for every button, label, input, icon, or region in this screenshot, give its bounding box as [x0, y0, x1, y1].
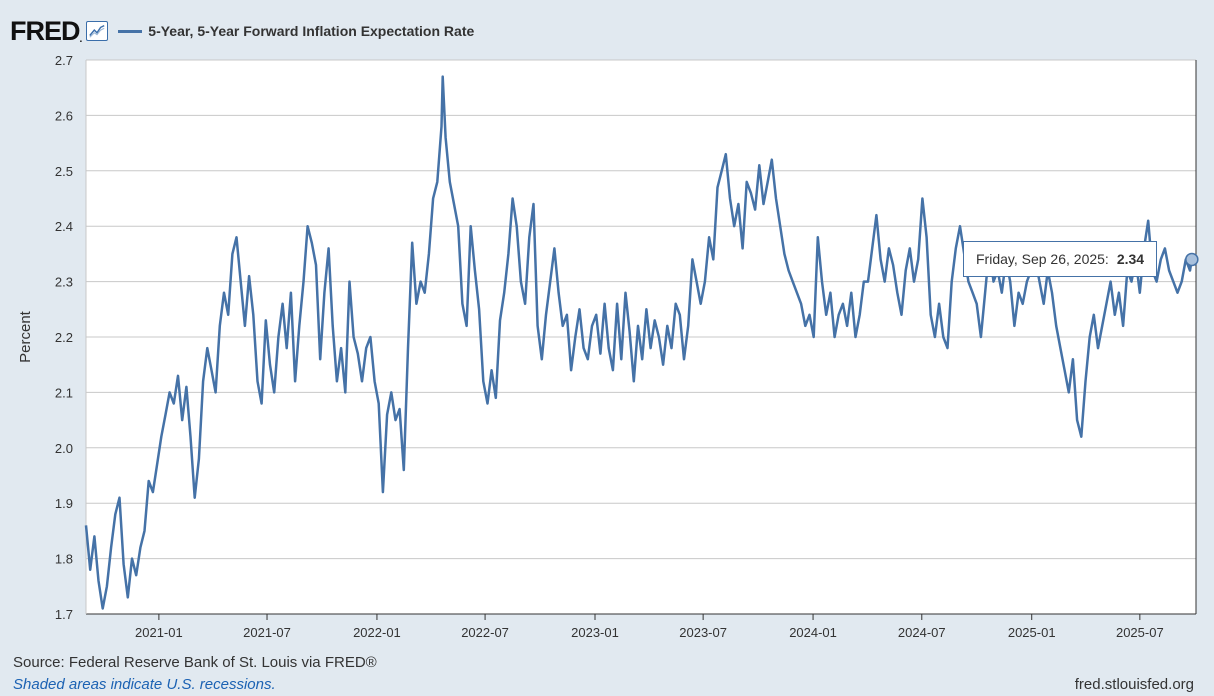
logo-text: FRED: [10, 15, 80, 46]
line-graph-icon[interactable]: [86, 21, 109, 41]
grid-lines: [86, 59, 1196, 615]
y-tick-label: 2.7: [55, 53, 73, 68]
y-tick-label: 2.5: [55, 164, 73, 179]
hover-tooltip: Friday, Sep 26, 2025: 2.34: [963, 241, 1157, 277]
y-tick-label: 2.3: [55, 275, 73, 290]
y-tick-label: 2.1: [55, 385, 73, 400]
x-tick-label: 2025-07: [1116, 625, 1164, 640]
recession-note-link[interactable]: Shaded areas indicate U.S. recessions.: [13, 676, 276, 693]
y-tick-labels: 1.7 1.8 1.9 2.0 2.1 2.2 2.3 2.4 2.5 2.6 2.7: [55, 53, 73, 622]
tooltip-date: Friday, Sep 26, 2025:: [976, 251, 1109, 267]
x-tick-label: 2023-01: [571, 625, 619, 640]
x-tick-label: 2021-07: [243, 625, 291, 640]
x-tick-label: 2024-07: [898, 625, 946, 640]
site-url-link[interactable]: fred.stlouisfed.org: [1074, 676, 1194, 693]
series-layer: [84, 75, 1199, 610]
y-tick-label: 2.2: [55, 330, 73, 345]
y-tick-label: 1.9: [55, 496, 73, 511]
fred-logo[interactable]: FRED.: [10, 15, 83, 46]
x-tick-label: 2022-01: [353, 625, 401, 640]
series-line: [84, 75, 1198, 610]
hover-point-marker[interactable]: [1185, 252, 1199, 267]
logo-dot: .: [79, 33, 83, 45]
tooltip-value: 2.34: [1116, 251, 1145, 267]
legend-series-label: 5-Year, 5-Year Forward Inflation Expecta…: [148, 23, 475, 39]
y-tick-label: 2.6: [55, 108, 73, 123]
x-tick-label: 2022-07: [461, 625, 509, 640]
y-axis-label: Percent: [17, 310, 34, 363]
x-tick-label: 2025-01: [1008, 625, 1056, 640]
y-tick-label: 1.8: [55, 552, 73, 567]
x-tick-label: 2023-07: [679, 625, 727, 640]
x-tick-label: 2024-01: [789, 625, 837, 640]
y-tick-label: 2.4: [55, 219, 73, 234]
source-text: Source: Federal Reserve Bank of St. Loui…: [13, 654, 377, 671]
header: FRED. 5-Year, 5-Year Forward Inflation E…: [10, 14, 474, 48]
x-tick-label: 2021-01: [135, 625, 183, 640]
legend-line-swatch: [118, 29, 143, 33]
y-tick-label: 2.0: [55, 441, 73, 456]
y-tick-label: 1.7: [55, 607, 73, 622]
x-tick-labels: 2021-01 2021-07 2022-01 2022-07 2023-01 2023-…: [135, 614, 1164, 640]
